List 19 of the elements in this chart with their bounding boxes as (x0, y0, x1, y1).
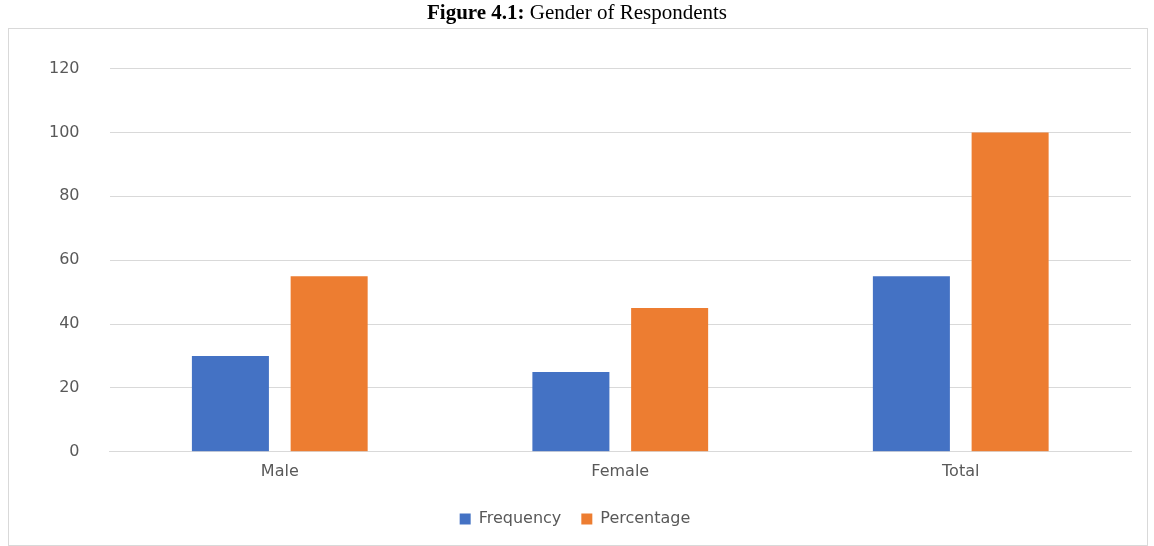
y-tick-label: 20 (59, 377, 80, 397)
bar (631, 308, 709, 452)
bar (872, 276, 950, 452)
y-tick-label: 120 (48, 57, 80, 77)
chart-title: Figure 4.1: Gender of Respondents (426, 0, 728, 26)
y-tick-label: 80 (59, 185, 80, 205)
bar (290, 276, 368, 452)
y-tick-label: 40 (59, 313, 80, 333)
bar (971, 132, 1049, 452)
bar (191, 356, 269, 452)
x-tick-label: Female (591, 460, 650, 480)
x-tick-label: Male (260, 460, 299, 480)
y-tick-label: 60 (59, 249, 80, 269)
y-tick-label: 100 (48, 121, 80, 141)
legend-label: Percentage (600, 508, 691, 528)
x-tick-label: Total (941, 460, 980, 480)
y-tick-label: 0 (69, 440, 80, 460)
bar (532, 371, 610, 452)
legend-label: Frequency (478, 508, 562, 528)
